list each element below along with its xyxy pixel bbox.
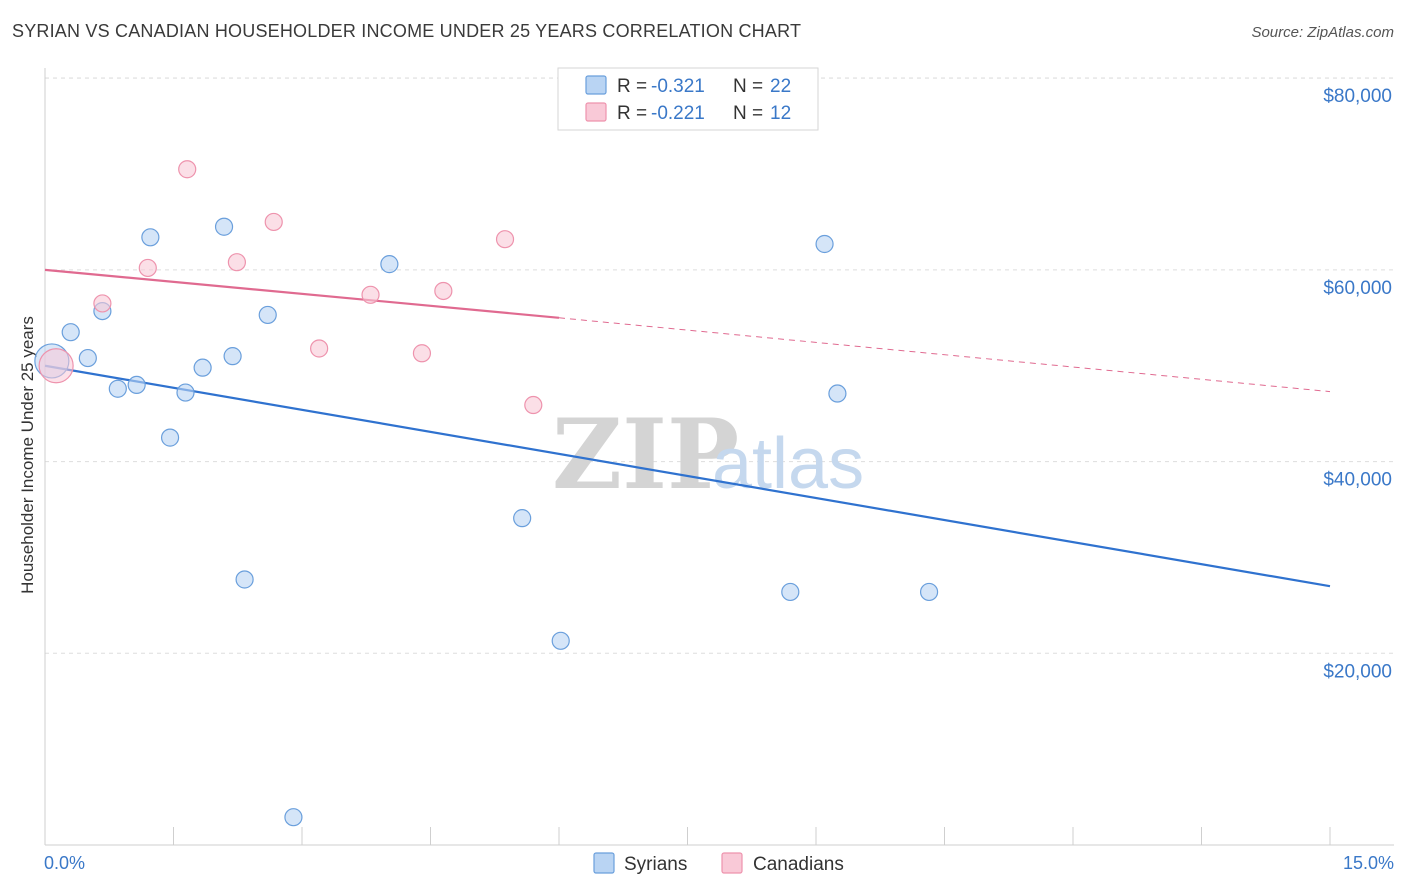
point-canadians[interactable] [412,344,432,363]
trend-lines [44,268,1331,588]
point-canadians[interactable] [310,339,329,358]
point-syrians[interactable] [828,384,847,403]
point-canadians[interactable] [138,258,157,278]
series-legend: Syrians Canadians [593,852,844,875]
point-canadians[interactable] [178,160,197,179]
point-syrians[interactable] [815,234,834,254]
y-tick-label: $80,000 [1323,86,1392,107]
legend-r-label-syrians: R = [617,76,647,97]
watermark-zip: ZIP [552,398,739,511]
point-syrians[interactable] [781,582,800,602]
point-syrians[interactable] [160,428,180,447]
point-syrians[interactable] [258,305,277,325]
point-canadians[interactable] [434,281,453,301]
y-axis-label: Householder Income Under 25 years [18,316,37,594]
trend-line-canadians-extension [558,317,1331,393]
point-syrians[interactable] [108,379,127,398]
y-tick-label: $40,000 [1323,470,1392,491]
watermark: ZIP atlas [552,398,864,511]
trend-line-syrians [44,364,1331,588]
point-canadians[interactable] [227,253,246,272]
point-syrians[interactable] [551,631,570,650]
point-syrians[interactable] [919,582,939,602]
legend-n-label-canadians: N = [733,103,763,124]
point-syrians[interactable] [223,347,242,366]
legend-n-label-syrians: N = [733,76,763,97]
series-legend-swatch-canadians[interactable] [721,852,743,874]
point-canadians[interactable] [93,294,112,313]
point-syrians[interactable] [78,348,97,368]
legend-swatch-canadians [585,102,607,122]
legend-r-label-canadians: R = [617,103,647,124]
trend-line-canadians [44,268,560,319]
y-tick-label: $20,000 [1323,661,1392,682]
y-axis-tick-labels: $20,000 $40,000 $60,000 $80,000 [1323,86,1392,682]
point-syrians[interactable] [235,570,254,589]
point-syrians[interactable] [193,358,212,377]
legend-n-value-canadians: 12 [770,103,791,124]
point-canadians[interactable] [361,285,380,304]
grid-lines [45,77,1394,654]
point-syrians[interactable] [380,255,399,274]
series-legend-label-canadians[interactable]: Canadians [753,854,844,875]
stats-legend: R = -0.321 N = 22 R = -0.221 N = 12 [557,67,819,131]
legend-swatch-syrians [585,75,607,95]
x-tick-label-min: 0.0% [44,853,85,873]
series-legend-swatch-syrians[interactable] [593,852,615,874]
x-axis-ticks [173,827,1331,845]
source-credit: Source: ZipAtlas.com [1251,24,1394,41]
legend-n-value-syrians: 22 [770,76,791,97]
point-syrians[interactable] [141,228,160,247]
point-syrians[interactable] [214,217,234,236]
point-canadians[interactable] [38,348,74,384]
point-canadians[interactable] [524,395,543,415]
point-syrians[interactable] [127,375,146,395]
series-legend-label-syrians[interactable]: Syrians [624,854,687,875]
legend-r-value-canadians: -0.221 [651,103,705,124]
scatter-points [34,160,939,827]
point-syrians[interactable] [284,808,303,827]
watermark-atlas: atlas [712,424,864,504]
x-tick-label-max: 15.0% [1343,853,1394,873]
point-syrians[interactable] [513,509,532,528]
chart-title: SYRIAN VS CANADIAN HOUSEHOLDER INCOME UN… [12,21,802,41]
legend-r-value-syrians: -0.321 [651,76,705,97]
y-tick-label: $60,000 [1323,278,1392,299]
point-canadians[interactable] [264,212,283,232]
point-syrians[interactable] [176,383,195,402]
point-canadians[interactable] [495,230,515,249]
point-syrians[interactable] [61,323,80,342]
